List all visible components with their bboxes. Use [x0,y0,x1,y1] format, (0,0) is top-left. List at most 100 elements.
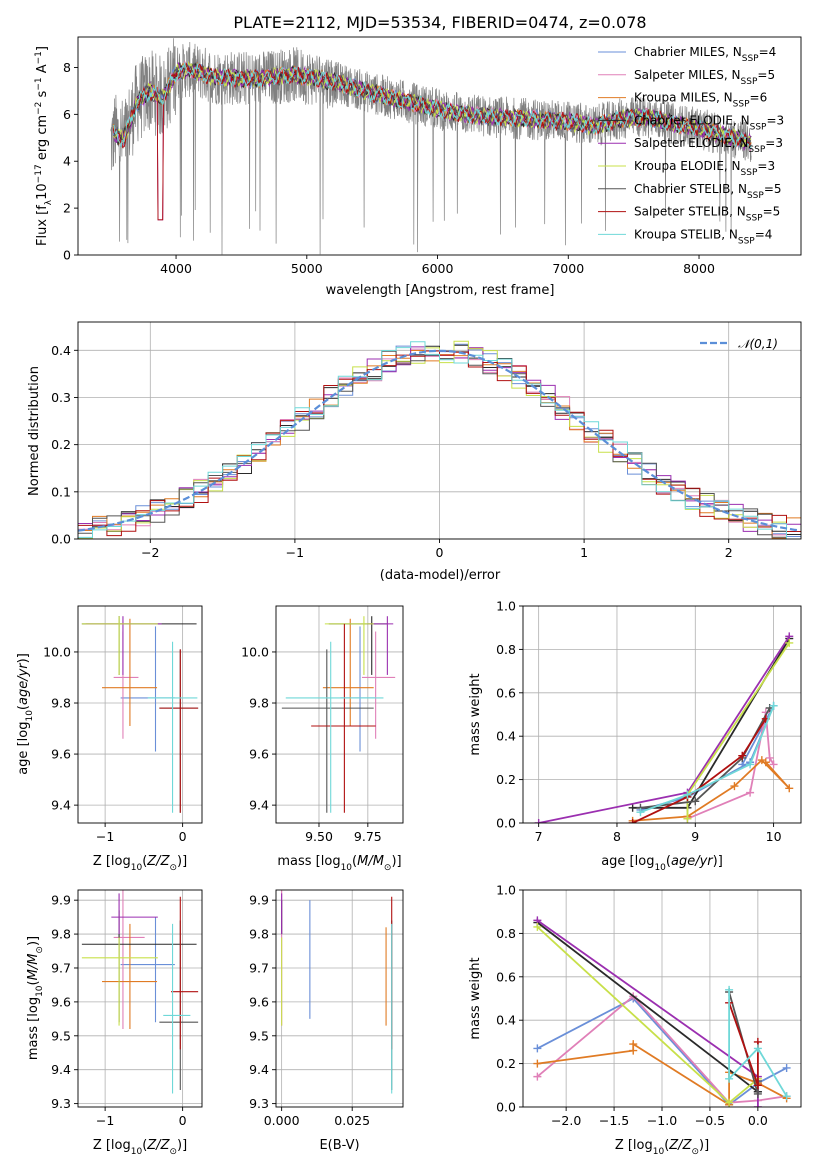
x-tick-label: 5000 [291,261,323,276]
y-tick-label: 0.0 [496,1100,516,1115]
y-tick-label: 0.8 [496,642,516,657]
x-tick-label: 0 [436,545,444,560]
axes-mass-weight-vs-z: −2.0 −1.5 −1.0 −0.5 0.0 0.0 0.2 0.4 0.6 0.8 1.0 Z [… [468,883,802,1157]
y-tick-label: 0.8 [496,926,516,941]
y-tick-label: 9.4 [51,1062,71,1077]
y-tick-label: 9.6 [51,747,71,762]
x-tick-label: −1.5 [599,1113,629,1128]
y-tick-label: 9.3 [249,1096,269,1111]
y-tick-label: 9.4 [51,798,71,813]
x-tick-label: −1.0 [647,1113,677,1128]
weight-marker-kroupa_miles [629,1040,638,1049]
model-spectrum-kroupa_stelib [113,62,752,150]
y-tick-label: 2 [63,201,71,216]
axes-frame [275,605,404,824]
weight-marker-kroupa_elodie [683,814,692,823]
y-axis-label: age [log10(age/yr)] [16,653,35,775]
x-tick-label: 7 [535,829,543,844]
weight-marker-chabrier_stelib [691,797,700,806]
axes-mass-vs-ebv: 0.000 0.025 9.3 9.4 9.5 9.6 9.7 9.8 9.9 E(B-V) [249,889,404,1153]
y-tick-label: 0.2 [496,772,516,787]
y-tick-label: 8 [63,60,71,75]
weight-marker-kroupa_elodie [785,638,794,647]
weight-marker-kroupa_miles [761,758,770,767]
x-tick-label: −1 [96,829,114,844]
y-tick-label: 4 [63,154,71,169]
axes-frame [77,36,802,256]
y-tick-label: 0.0 [51,532,71,547]
weight-marker-salpeter_stelib [738,751,747,760]
x-axis-label: age [log10(age/yr)] [601,854,723,873]
weight-marker-kroupa_miles [785,784,794,793]
x-tick-label: 7000 [552,261,584,276]
legend-entry: Chabrier ELODIE, NSSP=3 [634,113,784,132]
y-tick-label: 9.4 [249,798,269,813]
y-axis-label: mass weight [468,957,483,1039]
weight-marker-kroupa_stelib [769,701,778,710]
x-tick-label: 1 [580,545,588,560]
y-axis-label: mass weight [468,673,483,755]
axes-frame [522,605,802,824]
y-tick-label: 0.2 [51,437,71,452]
histogram-salpeter_stelib [78,350,801,537]
weight-marker-kroupa_stelib [725,1074,734,1083]
plot-area [78,606,202,823]
axes-mass-vs-z: −1 0 9.3 9.4 9.5 9.6 9.7 9.8 9.9 Z [log10(Z/Z⊙)] m… [26,889,203,1157]
y-tick-label: 9.6 [51,994,71,1009]
y-tick-label: 0.3 [51,390,71,405]
y-tick-label: 9.8 [51,927,71,942]
y-tick-label: 0.6 [496,685,516,700]
axes-spectrum: 4000 5000 6000 7000 8000 0 2 4 6 8 wavelength [Ang… [34,36,802,298]
axes-frame [77,605,203,824]
weight-marker-kroupa_stelib [746,760,755,769]
y-tick-label: 9.6 [249,747,269,762]
weight-line-kroupa_stelib [640,705,775,813]
legend-entry: Chabrier STELIB, NSSP=5 [634,182,782,201]
weight-marker-chabrier_stelib [753,1089,762,1098]
x-tick-label: 9.75 [354,829,382,844]
legend-entry: Kroupa ELODIE, NSSP=3 [634,159,775,178]
legend-entry: Salpeter MILES, NSSP=5 [634,68,775,87]
weight-marker-salpeter_miles [765,753,774,762]
data-spectrum-line [110,38,752,255]
x-tick-label: 9 [691,829,699,844]
y-tick-label: 9.8 [249,927,269,942]
x-tick-label: −2 [141,545,159,560]
y-tick-label: 0.2 [496,1056,516,1071]
axes-frame [77,889,203,1108]
weight-marker-salpeter_miles [533,1072,542,1081]
figure-title: PLATE=2112, MJD=53534, FIBERID=0474, z=0… [233,13,646,32]
axes-age-vs-mass: 9.50 9.75 9.4 9.6 9.8 10.0 mass [log10(M/M⊙)] [241,605,404,873]
x-tick-label: −2.0 [551,1113,581,1128]
weight-marker-kroupa_stelib [725,985,734,994]
legend-entry: Kroupa STELIB, NSSP=4 [634,227,772,246]
y-tick-label: 0.4 [51,343,71,358]
model-spectrum-kroupa_elodie [112,61,752,148]
legend-entry: Kroupa MILES, NSSP=6 [634,91,767,110]
weight-marker-kroupa_elodie [725,1098,734,1107]
weight-marker-kroupa_miles [730,782,739,791]
y-tick-label: 9.7 [249,960,269,975]
weight-marker-kroupa_miles [533,1059,542,1068]
x-tick-label: 8000 [683,261,715,276]
x-tick-label: 4000 [160,261,192,276]
y-tick-label: 0.1 [51,484,71,499]
plot-area [276,890,403,1107]
y-tick-label: 9.5 [51,1028,71,1043]
axes-mass-weight-vs-age: 7 8 9 10 0.0 0.2 0.4 0.6 0.8 1.0 age [log10(age/yr… [468,599,802,873]
y-axis-label: Normed distribution [27,366,42,496]
x-axis-label: E(B-V) [319,1138,359,1153]
legend-entry: Salpeter ELODIE, NSSP=3 [634,136,783,155]
x-axis-label: Z [log10(Z/Z⊙)] [615,1138,709,1157]
x-tick-label: 6000 [422,261,454,276]
axes-frame [275,889,404,1108]
x-tick-label: 0.025 [334,1113,370,1128]
weight-line-kroupa_miles [632,758,790,822]
legend-entry: Chabrier MILES, NSSP=4 [634,45,776,64]
normal-curve [78,349,799,532]
x-tick-label: 0 [179,1113,187,1128]
plot-area [78,322,801,539]
x-tick-label: 0.000 [264,1113,300,1128]
plot-area [78,890,202,1107]
weight-line-kroupa_stelib [728,989,788,1097]
